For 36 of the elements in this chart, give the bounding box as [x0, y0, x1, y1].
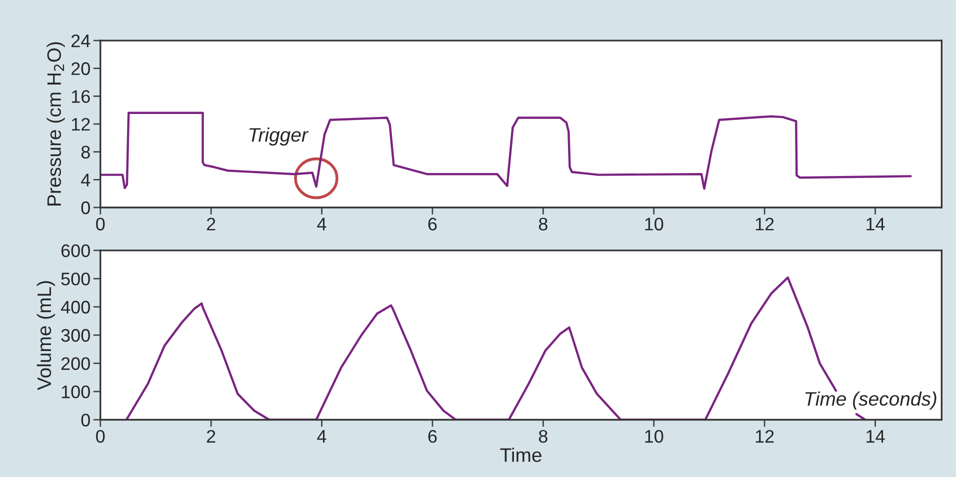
- x-tick-label: 0: [96, 218, 105, 230]
- y-axis-title: Volume (mL): [36, 281, 55, 390]
- y-axis-title: Pressure (cm H$_{2}$O): [46, 42, 65, 206]
- annotation: Trigger: [250, 127, 309, 146]
- x-tick-label: 4: [317, 218, 326, 230]
- y-tick-label: 100: [62, 385, 90, 398]
- x-tick-label: 14: [866, 218, 885, 230]
- x-tick-label: 6: [428, 218, 437, 230]
- y-tick-label: 4: [81, 174, 90, 186]
- y-tick-label: 400: [60, 300, 90, 314]
- y-tick-label: 300: [61, 329, 90, 342]
- x-tick-label: 8: [538, 430, 548, 443]
- x-tick-label: 4: [317, 430, 326, 443]
- y-tick-label: 0: [81, 201, 90, 214]
- y-tick-label: 500: [61, 272, 90, 286]
- x-tick-label: 14: [866, 430, 885, 443]
- y-tick-label: 200: [61, 357, 90, 370]
- y-tick-label: 20: [71, 62, 90, 76]
- x-tick-label: 12: [756, 218, 774, 230]
- y-tick-label: 600: [61, 244, 90, 258]
- x-tick-label: 2: [206, 430, 216, 443]
- annotation: Time (seconds): [805, 391, 936, 410]
- y-tick-label: 0: [81, 414, 90, 426]
- x-tick-label: 10: [645, 430, 664, 443]
- x-tick-label: 6: [428, 430, 437, 443]
- y-tick-label: 24: [71, 34, 90, 48]
- line-series: [100, 112, 912, 190]
- x-axis-title: Time: [500, 448, 542, 462]
- y-tick-label: 16: [72, 90, 90, 103]
- x-tick-label: 10: [645, 218, 664, 230]
- x-tick-label: 12: [756, 430, 774, 443]
- x-tick-label: 8: [538, 218, 548, 230]
- x-tick-label: 0: [96, 430, 105, 443]
- x-tick-label: 2: [206, 218, 216, 230]
- y-tick-label: 12: [72, 118, 90, 131]
- y-tick-label: 8: [81, 146, 90, 159]
